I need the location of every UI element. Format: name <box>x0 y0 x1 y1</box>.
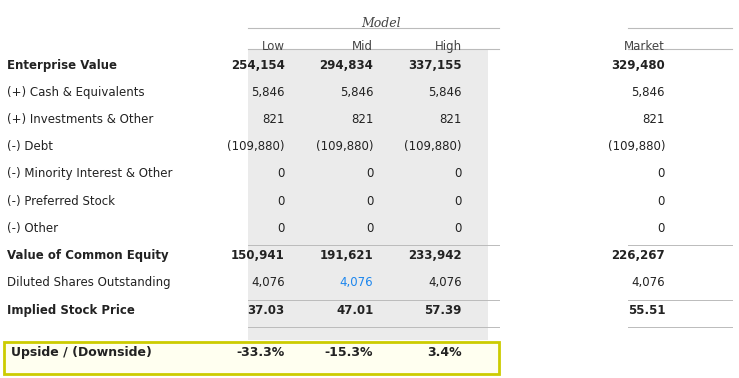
Text: High: High <box>435 40 462 53</box>
Text: 821: 821 <box>440 113 462 126</box>
Text: (109,880): (109,880) <box>607 140 665 153</box>
Text: 150,941: 150,941 <box>231 249 285 262</box>
Text: (109,880): (109,880) <box>404 140 462 153</box>
Text: Implied Stock Price: Implied Stock Price <box>7 304 135 316</box>
Text: 226,267: 226,267 <box>611 249 665 262</box>
Text: 329,480: 329,480 <box>611 59 665 71</box>
Text: 191,621: 191,621 <box>319 249 373 262</box>
Text: 47.01: 47.01 <box>336 304 373 316</box>
Text: 4,076: 4,076 <box>251 276 285 289</box>
Text: (+) Cash & Equivalents: (+) Cash & Equivalents <box>7 86 145 99</box>
Text: 0: 0 <box>658 195 665 208</box>
Text: 0: 0 <box>454 222 462 235</box>
Text: 0: 0 <box>658 167 665 180</box>
Text: Low: Low <box>262 40 285 53</box>
Text: 0: 0 <box>454 195 462 208</box>
Text: Upside / (Downside): Upside / (Downside) <box>11 346 152 359</box>
Text: 0: 0 <box>454 167 462 180</box>
Text: 233,942: 233,942 <box>408 249 462 262</box>
Text: Value of Common Equity: Value of Common Equity <box>7 249 169 262</box>
Text: 0: 0 <box>366 222 373 235</box>
Text: 821: 821 <box>351 113 373 126</box>
Text: (-) Minority Interest & Other: (-) Minority Interest & Other <box>7 167 173 180</box>
Text: Market: Market <box>624 40 665 53</box>
Text: Mid: Mid <box>353 40 373 53</box>
Text: 0: 0 <box>366 167 373 180</box>
Text: (-) Debt: (-) Debt <box>7 140 53 153</box>
Text: -33.3%: -33.3% <box>236 346 285 359</box>
Text: 5,846: 5,846 <box>429 86 462 99</box>
Text: 0: 0 <box>366 195 373 208</box>
Text: 0: 0 <box>277 195 285 208</box>
Text: Enterprise Value: Enterprise Value <box>7 59 118 71</box>
Text: 294,834: 294,834 <box>319 59 373 71</box>
Text: 821: 821 <box>643 113 665 126</box>
Text: 0: 0 <box>658 222 665 235</box>
Text: 5,846: 5,846 <box>340 86 373 99</box>
Text: 37.03: 37.03 <box>248 304 285 316</box>
Text: 4,076: 4,076 <box>339 276 373 289</box>
Text: 0: 0 <box>277 222 285 235</box>
FancyBboxPatch shape <box>4 342 499 374</box>
Text: 5,846: 5,846 <box>251 86 285 99</box>
Text: 821: 821 <box>262 113 285 126</box>
Text: (109,880): (109,880) <box>227 140 285 153</box>
Text: 4,076: 4,076 <box>631 276 665 289</box>
Text: 5,846: 5,846 <box>632 86 665 99</box>
Text: (+) Investments & Other: (+) Investments & Other <box>7 113 154 126</box>
Text: (109,880): (109,880) <box>316 140 373 153</box>
Text: 0: 0 <box>277 167 285 180</box>
Text: Model: Model <box>361 17 401 30</box>
Text: (-) Preferred Stock: (-) Preferred Stock <box>7 195 115 208</box>
Text: 3.4%: 3.4% <box>427 346 462 359</box>
Text: Diluted Shares Outstanding: Diluted Shares Outstanding <box>7 276 171 289</box>
Text: 4,076: 4,076 <box>428 276 462 289</box>
Text: 254,154: 254,154 <box>231 59 285 71</box>
Text: 55.51: 55.51 <box>627 304 665 316</box>
Text: 337,155: 337,155 <box>408 59 462 71</box>
Text: 57.39: 57.39 <box>424 304 462 316</box>
Bar <box>248 49 488 340</box>
Text: -15.3%: -15.3% <box>324 346 373 359</box>
Text: (-) Other: (-) Other <box>7 222 58 235</box>
